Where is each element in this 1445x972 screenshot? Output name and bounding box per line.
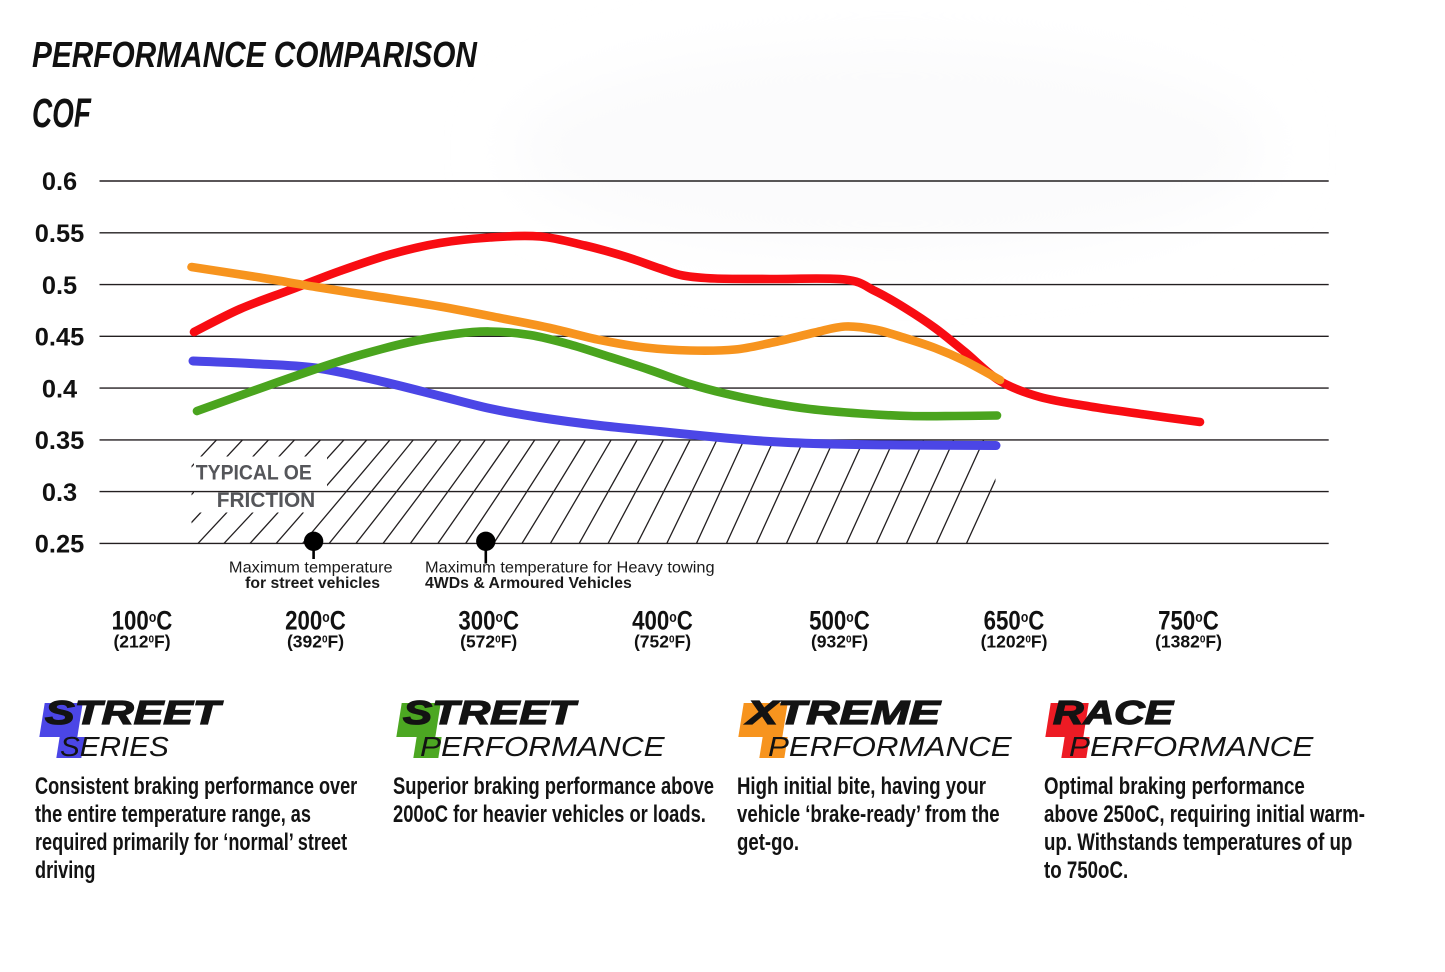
svg-text:0.35: 0.35	[35, 427, 84, 455]
svg-text:TYPICAL OE: TYPICAL OE	[196, 460, 312, 484]
svg-text:(12020F): (12020F)	[981, 631, 1048, 651]
svg-text:FRICTION: FRICTION	[217, 488, 316, 512]
svg-text:(3920F): (3920F)	[287, 631, 344, 651]
svg-text:Maximum temperature: Maximum temperature	[229, 559, 393, 576]
svg-text:(2120F): (2120F)	[113, 631, 170, 651]
svg-text:750oC: 750oC	[1158, 607, 1219, 636]
svg-text:(7520F): (7520F)	[634, 631, 691, 651]
svg-text:0.3: 0.3	[42, 479, 77, 507]
svg-text:0.55: 0.55	[35, 220, 84, 248]
svg-text:300oC: 300oC	[458, 607, 519, 636]
svg-text:(5720F): (5720F)	[460, 631, 517, 651]
svg-text:650oC: 650oC	[984, 607, 1045, 636]
svg-text:0.5: 0.5	[42, 272, 77, 300]
svg-text:for street vehicles: for street vehicles	[245, 575, 380, 592]
svg-text:0.25: 0.25	[35, 531, 84, 559]
svg-text:(13820F): (13820F)	[1155, 631, 1222, 651]
svg-text:0.6: 0.6	[42, 168, 77, 196]
svg-text:0.45: 0.45	[35, 324, 84, 352]
svg-text:Maximum temperature for Heavy: Maximum temperature for Heavy towing	[425, 559, 715, 576]
svg-text:(9320F): (9320F)	[811, 631, 868, 651]
svg-text:500oC: 500oC	[809, 607, 870, 636]
svg-text:4WDs & Armoured Vehicles: 4WDs & Armoured Vehicles	[425, 575, 632, 592]
svg-text:0.4: 0.4	[42, 375, 77, 403]
svg-text:100oC: 100oC	[112, 607, 173, 636]
svg-text:400oC: 400oC	[632, 607, 693, 636]
svg-text:200oC: 200oC	[285, 607, 346, 636]
